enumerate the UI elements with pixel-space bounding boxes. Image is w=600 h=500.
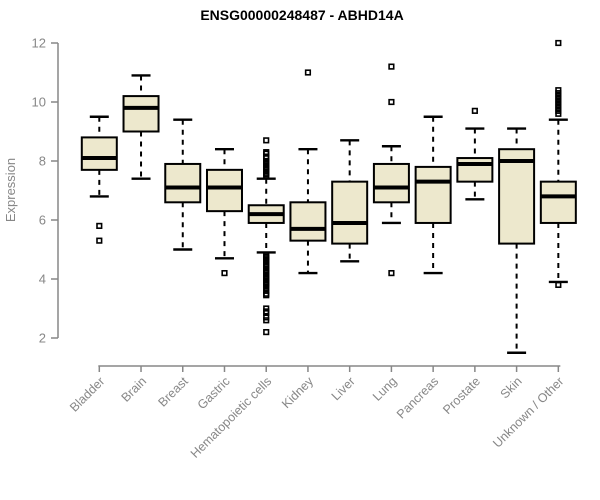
box-group-hematopoietic-cells	[247, 137, 285, 336]
box-group-prostate	[456, 107, 494, 201]
iqr-box	[164, 162, 202, 204]
x-category-label: Pancreas	[394, 374, 441, 421]
iqr-box	[80, 136, 118, 171]
iqr-box	[539, 180, 577, 224]
y-tick-label: 2	[39, 331, 46, 346]
box-group-gastric	[205, 147, 243, 277]
x-category-label: Gastric	[195, 374, 233, 412]
outlier-point	[388, 269, 395, 277]
y-tick-label: 6	[39, 213, 46, 228]
x-category-label: Brain	[119, 374, 150, 405]
outlier-point	[555, 110, 562, 117]
box-group-skin	[498, 127, 536, 354]
outlier-point	[471, 107, 478, 114]
outlier-point	[263, 328, 270, 336]
iqr-box	[331, 180, 369, 245]
outlier-point	[221, 269, 228, 277]
box-group-pancreas	[414, 115, 452, 275]
iqr-box	[289, 201, 327, 242]
box-group-liver	[331, 139, 369, 263]
iqr-box	[456, 157, 494, 183]
box-group-kidney	[289, 69, 327, 275]
box-group-bladder	[80, 115, 118, 244]
outlier-point	[263, 172, 270, 179]
x-category-label: Hematopoietic cells	[188, 374, 275, 461]
iqr-box	[122, 95, 160, 133]
y-tick-label: 12	[32, 36, 46, 51]
y-tick-label: 4	[39, 272, 46, 287]
iqr-box	[414, 165, 452, 224]
iqr-box	[372, 162, 410, 204]
outlier-point	[96, 222, 103, 230]
outlier-point	[263, 317, 270, 324]
x-category-label: Skin	[498, 374, 525, 401]
iqr-box	[205, 168, 243, 213]
x-category-label: Prostate	[440, 374, 483, 417]
box-group-unknown-other	[539, 39, 577, 289]
x-category-label: Kidney	[279, 374, 316, 411]
box-group-brain	[122, 74, 160, 180]
boxes-layer	[80, 39, 577, 354]
axes: 2 4 6 8 10 12	[32, 36, 561, 367]
outlier-point	[263, 137, 270, 144]
x-category-label: Bladder	[67, 374, 107, 414]
outlier-point	[388, 63, 395, 70]
x-category-label: Unknown / Other	[490, 374, 566, 450]
y-tick-label: 10	[32, 95, 46, 110]
box-group-lung	[372, 63, 410, 277]
outlier-point	[96, 237, 103, 244]
outlier-point	[388, 98, 395, 106]
y-axis-label: Expression	[3, 158, 18, 222]
x-category-label: Breast	[155, 374, 191, 410]
chart-title: ENSG00000248487 - ABHD14A	[200, 7, 403, 23]
iqr-box	[498, 148, 536, 245]
x-category-label: Lung	[370, 374, 400, 404]
outlier-point	[304, 69, 312, 76]
y-tick-label: 8	[39, 154, 46, 169]
box-group-breast	[164, 118, 202, 251]
outlier-point	[555, 39, 562, 47]
x-category-label: Liver	[329, 374, 358, 403]
outlier-point	[263, 292, 270, 299]
outlier-point	[555, 281, 562, 289]
